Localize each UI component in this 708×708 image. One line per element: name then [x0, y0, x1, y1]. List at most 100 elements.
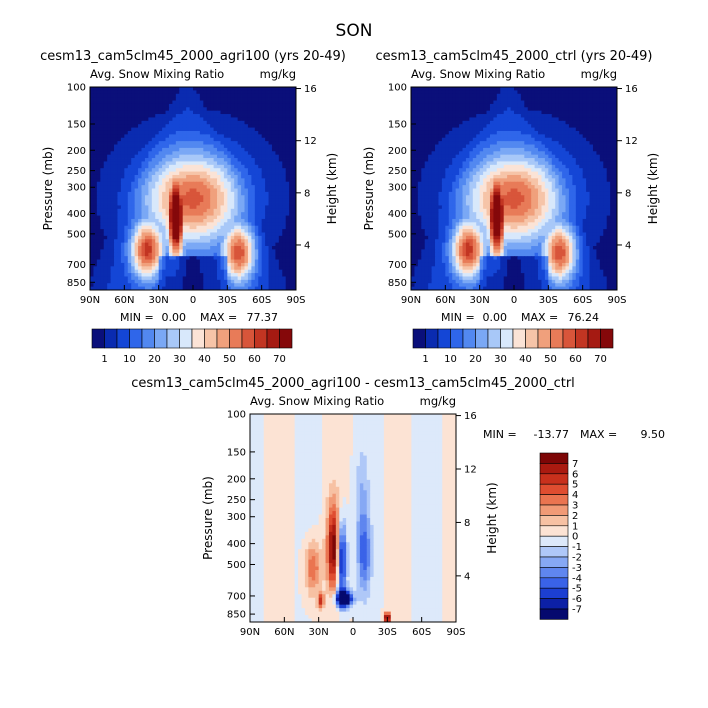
heatmap-cell	[114, 198, 118, 203]
heatmap-cell	[206, 110, 211, 115]
heatmap-cell	[285, 229, 290, 233]
heatmap-cell	[141, 107, 146, 112]
heatmap-cell	[551, 151, 556, 156]
heatmap-cell	[230, 279, 235, 284]
heatmap-cell	[124, 232, 129, 237]
heatmap-cell	[199, 171, 204, 176]
heatmap-cell	[261, 134, 266, 139]
heatmap-cell	[193, 252, 197, 257]
heatmap-cell	[503, 114, 508, 118]
heatmap-cell	[90, 181, 94, 186]
heatmap-cell	[599, 151, 604, 156]
heatmap-cell	[206, 276, 211, 281]
heatmap-cell	[476, 158, 481, 162]
heatmap-cell	[138, 252, 142, 257]
heatmap-cell	[606, 134, 611, 139]
heatmap-cell	[292, 249, 297, 254]
heatmap-cell	[254, 168, 259, 172]
heatmap-cell	[213, 151, 218, 156]
heatmap-cell	[196, 124, 201, 128]
heatmap-cell	[182, 120, 187, 125]
heatmap-cell	[107, 239, 111, 244]
heatmap-cell	[93, 117, 98, 122]
heatmap-cell	[421, 130, 426, 135]
heatmap-cell	[411, 107, 415, 112]
heatmap-cell	[117, 127, 122, 132]
heatmap-cell	[558, 144, 563, 149]
heatmap-cell	[141, 90, 146, 95]
heatmap-cell	[117, 249, 122, 254]
heatmap-cell	[203, 161, 208, 166]
heatmap-cell	[479, 117, 484, 122]
heatmap-cell	[227, 181, 232, 186]
heatmap-cell	[610, 130, 614, 135]
heatmap-cell	[213, 188, 218, 193]
heatmap-cell	[110, 147, 115, 152]
heatmap-cell	[206, 141, 211, 145]
heatmap-cell	[562, 127, 566, 132]
heatmap-cell	[127, 124, 132, 128]
heatmap-cell	[292, 161, 297, 166]
heatmap-cell	[175, 103, 180, 108]
heatmap-cell	[234, 235, 239, 240]
heatmap-cell	[524, 137, 529, 142]
heatmap-cell	[575, 144, 580, 149]
heatmap-cell	[155, 185, 160, 189]
heatmap-cell	[544, 120, 549, 125]
heatmap-cell	[193, 147, 197, 152]
heatmap-cell	[428, 124, 432, 128]
heatmap-cell	[162, 185, 166, 189]
heatmap-cell	[254, 269, 259, 274]
heatmap-cell	[120, 164, 125, 169]
heatmap-cell	[100, 171, 105, 176]
heatmap-cell	[531, 110, 535, 115]
heatmap-cell	[531, 151, 535, 156]
heatmap-cell	[271, 100, 276, 105]
heatmap-cell	[265, 188, 269, 193]
heatmap-cell	[124, 222, 129, 227]
heatmap-cell	[217, 107, 221, 112]
heatmap-cell	[151, 262, 156, 267]
heatmap-cell	[90, 174, 94, 179]
heatmap-cell	[96, 256, 101, 260]
heatmap-cell	[448, 93, 453, 98]
heatmap-cell	[165, 259, 170, 264]
heatmap-cell	[179, 185, 184, 189]
heatmap-cell	[141, 151, 146, 156]
heatmap-cell	[220, 147, 225, 152]
heatmap-cell	[503, 103, 508, 108]
heatmap-cell	[493, 110, 498, 115]
heatmap-cell	[472, 154, 477, 159]
heatmap-cell	[241, 87, 245, 91]
stat-max-label: MAX =	[200, 311, 237, 324]
heatmap-cell	[90, 103, 94, 108]
heatmap-cell	[486, 87, 491, 91]
heatmap-cell	[206, 208, 211, 213]
heatmap-cell	[438, 117, 443, 122]
heatmap-cell	[572, 103, 577, 108]
heatmap-cell	[131, 130, 136, 135]
heatmap-cell	[596, 137, 601, 142]
heatmap-cell	[562, 137, 566, 142]
heatmap-cell	[613, 97, 618, 101]
heatmap-cell	[124, 90, 129, 95]
heatmap-cell	[606, 144, 611, 149]
heatmap-cell	[114, 117, 118, 122]
heatmap-cell	[431, 134, 436, 139]
heatmap-cell	[100, 174, 105, 179]
heatmap-cell	[162, 262, 166, 267]
heatmap-cell	[96, 124, 101, 128]
heatmap-cell	[179, 229, 184, 233]
heatmap-cell	[472, 93, 477, 98]
heatmap-cell	[275, 249, 280, 254]
heatmap-cell	[558, 87, 563, 91]
heatmap-cell	[217, 212, 221, 216]
heatmap-cell	[285, 242, 290, 247]
heatmap-cell	[220, 229, 225, 233]
heatmap-cell	[141, 168, 146, 172]
heatmap-cell	[520, 103, 525, 108]
heatmap-cell	[189, 147, 194, 152]
heatmap-cell	[230, 147, 235, 152]
heatmap-cell	[230, 273, 235, 277]
heatmap-cell	[227, 107, 232, 112]
